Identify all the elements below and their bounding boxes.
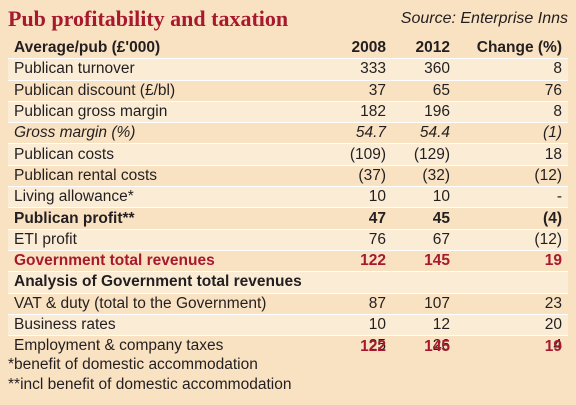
value-2008: (109) xyxy=(326,143,392,166)
table-row: VAT & duty (total to the Government) 87 10… xyxy=(8,292,568,315)
table-row: Gross margin (%) 54.7 54.4 (1) xyxy=(8,122,568,144)
value-2012: 10 xyxy=(392,186,456,208)
row-label: Publican gross margin xyxy=(8,100,326,123)
table-row: Employment & company taxes 25 26 4 xyxy=(8,335,568,357)
total-change: 19 xyxy=(544,338,562,355)
value-change xyxy=(456,271,568,294)
value-2008: 10 xyxy=(326,186,392,208)
value-2008 xyxy=(326,271,392,294)
table-header-row: Average/pub (£'000) 2008 2012 Change (%) xyxy=(8,38,568,59)
totals-spacer xyxy=(8,337,326,357)
row-label: Publican profit** xyxy=(8,207,326,230)
value-2012: 45 xyxy=(392,207,456,230)
value-2012: 145 xyxy=(392,249,456,272)
value-2008: 333 xyxy=(326,58,392,81)
total-2008: 122 xyxy=(360,338,386,355)
value-2008: 10 xyxy=(326,313,392,336)
totals-row: 122 145 19 xyxy=(8,337,568,357)
table-row: Publican rental costs (37) (32) (12) xyxy=(8,164,568,187)
table-row: Government total revenues 122 145 19 xyxy=(8,249,568,272)
value-2008: 76 xyxy=(326,228,392,251)
profitability-table: Average/pub (£'000) 2008 2012 Change (%)… xyxy=(8,38,568,357)
value-change: (12) xyxy=(456,228,568,251)
table-row: Living allowance* 10 10- xyxy=(8,186,568,208)
row-label: Publican rental costs xyxy=(8,164,326,187)
table-row: Business rates 10 12 20 xyxy=(8,313,568,336)
value-2012: 196 xyxy=(392,100,456,123)
value-change: 4 xyxy=(456,335,568,357)
value-2012: 107 xyxy=(392,292,456,315)
value-change: 20 xyxy=(456,313,568,336)
row-label: Publican costs xyxy=(8,143,326,166)
value-change: 18 xyxy=(456,143,568,166)
row-label: Gross margin (%) xyxy=(8,122,326,144)
row-label: ETI profit xyxy=(8,228,326,251)
table-row: Analysis of Government total revenues xyxy=(8,271,568,294)
value-2012: 26 xyxy=(392,335,456,357)
value-2008: 25 xyxy=(326,335,392,357)
value-2008: 54.7 xyxy=(326,122,392,144)
value-2012 xyxy=(392,271,456,294)
table-row: ETI profit 76 67 (12) xyxy=(8,228,568,251)
row-label: Business rates xyxy=(8,313,326,336)
row-label: Analysis of Government total revenues xyxy=(8,271,326,294)
value-change: 76 xyxy=(456,79,568,102)
value-change: - xyxy=(456,186,568,208)
value-2008: 87 xyxy=(326,292,392,315)
header: Pub profitability and taxation Source: E… xyxy=(0,0,576,38)
value-change: 23 xyxy=(456,292,568,315)
value-change: (1) xyxy=(456,122,568,144)
footnote-2: **incl benefit of domestic accommodation xyxy=(8,376,292,393)
row-label: Publican discount (£/bl) xyxy=(8,79,326,102)
column-header-change: Change (%) xyxy=(476,39,562,57)
value-2012: 54.4 xyxy=(392,122,456,144)
value-2012: 65 xyxy=(392,79,456,102)
value-change: 8 xyxy=(456,58,568,81)
value-2008: 122 xyxy=(326,249,392,272)
value-2008: 182 xyxy=(326,100,392,123)
value-change: 19 xyxy=(456,249,568,272)
value-2012: 12 xyxy=(392,313,456,336)
value-2008: 47 xyxy=(326,207,392,230)
value-2012: (32) xyxy=(392,164,456,187)
column-header-label: Average/pub (£'000) xyxy=(14,39,161,57)
table-row: Publican turnover 333 360 8 xyxy=(8,58,568,81)
value-change: 8 xyxy=(456,100,568,123)
total-2012: 145 xyxy=(424,338,450,355)
column-header-2008: 2008 xyxy=(351,39,386,57)
footnote-1: *benefit of domestic accommodation xyxy=(8,356,258,373)
column-header-2012: 2012 xyxy=(415,39,450,57)
value-2008: 37 xyxy=(326,79,392,102)
table-row: Publican discount (£/bl) 37 65 76 xyxy=(8,79,568,102)
table-row: Publican costs (109) (129) 18 xyxy=(8,143,568,166)
row-label: VAT & duty (total to the Government) xyxy=(8,292,326,315)
table-row: Publican profit** 47 45 (4) xyxy=(8,207,568,230)
row-label: Publican turnover xyxy=(8,58,326,81)
value-2008: (37) xyxy=(326,164,392,187)
row-label: Living allowance* xyxy=(8,186,326,208)
source-note: Source: Enterprise Inns xyxy=(400,10,568,27)
row-label: Government total revenues xyxy=(8,249,326,272)
value-change: (4) xyxy=(456,207,568,230)
value-change: (12) xyxy=(456,164,568,187)
value-2012: 360 xyxy=(392,58,456,81)
value-2012: 67 xyxy=(392,228,456,251)
page-title: Pub profitability and taxation xyxy=(8,6,289,31)
value-2012: (129) xyxy=(392,143,456,166)
table-row: Publican gross margin 182 196 8 xyxy=(8,100,568,123)
footnotes: *benefit of domestic accommodation **inc… xyxy=(8,355,291,395)
row-label: Employment & company taxes xyxy=(8,335,326,357)
